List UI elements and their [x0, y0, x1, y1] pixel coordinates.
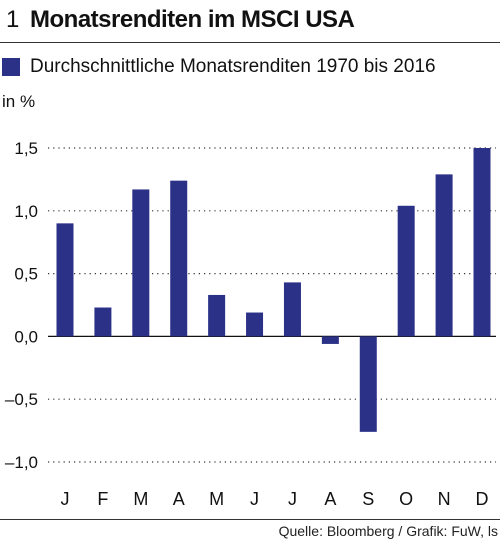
- y-tick-label: 0,0: [14, 327, 38, 346]
- chart-title: Monatsrenditen im MSCI USA: [30, 6, 355, 33]
- bar-10: [397, 205, 415, 337]
- bar-12: [473, 148, 491, 337]
- bar-6: [246, 312, 264, 337]
- bar-5: [208, 294, 226, 337]
- y-tick-label: –0,5: [5, 390, 38, 409]
- x-tick-label: S: [362, 489, 374, 509]
- x-tick-label: F: [97, 489, 108, 509]
- y-tick-label: 1,0: [14, 202, 38, 221]
- source-note: Quelle: Bloomberg / Grafik: FuW, ls: [278, 523, 498, 539]
- bar-2: [94, 307, 112, 337]
- bar-4: [170, 180, 188, 337]
- x-tick-label: N: [438, 489, 451, 509]
- x-tick-label: O: [399, 489, 413, 509]
- footer-divider: [0, 519, 500, 520]
- legend-label: Durchschnittliche Monatsrenditen 1970 bi…: [30, 56, 436, 77]
- header-divider: [0, 42, 500, 43]
- x-tick-label: A: [324, 489, 336, 509]
- y-tick-label: –1,0: [5, 453, 38, 472]
- bar-7: [283, 282, 301, 337]
- y-tick-label: 1,5: [14, 139, 38, 158]
- y-tick-label: 0,5: [14, 265, 38, 284]
- chart-header: 1 Monatsrenditen im MSCI USA: [0, 0, 500, 44]
- x-tick-label: M: [209, 489, 224, 509]
- y-tick-labels: –1,0 –0,5 0,0 0,5 1,0 1,5: [5, 139, 38, 472]
- x-tick-label: A: [173, 489, 185, 509]
- x-tick-label: J: [61, 489, 70, 509]
- bar-1: [56, 223, 74, 337]
- x-tick-label: J: [250, 489, 259, 509]
- bar-3: [132, 189, 150, 337]
- x-tick-label: J: [288, 489, 297, 509]
- y-axis-unit-label: in %: [2, 92, 36, 111]
- x-tick-label: D: [476, 489, 489, 509]
- bar-9: [359, 336, 377, 432]
- legend-swatch: [2, 58, 20, 76]
- figure-number: 1: [6, 6, 20, 33]
- bar-8: [321, 336, 339, 344]
- grid-lines: [48, 147, 496, 463]
- bars: [56, 148, 491, 432]
- x-tick-label: M: [133, 489, 148, 509]
- bar-11: [435, 174, 453, 337]
